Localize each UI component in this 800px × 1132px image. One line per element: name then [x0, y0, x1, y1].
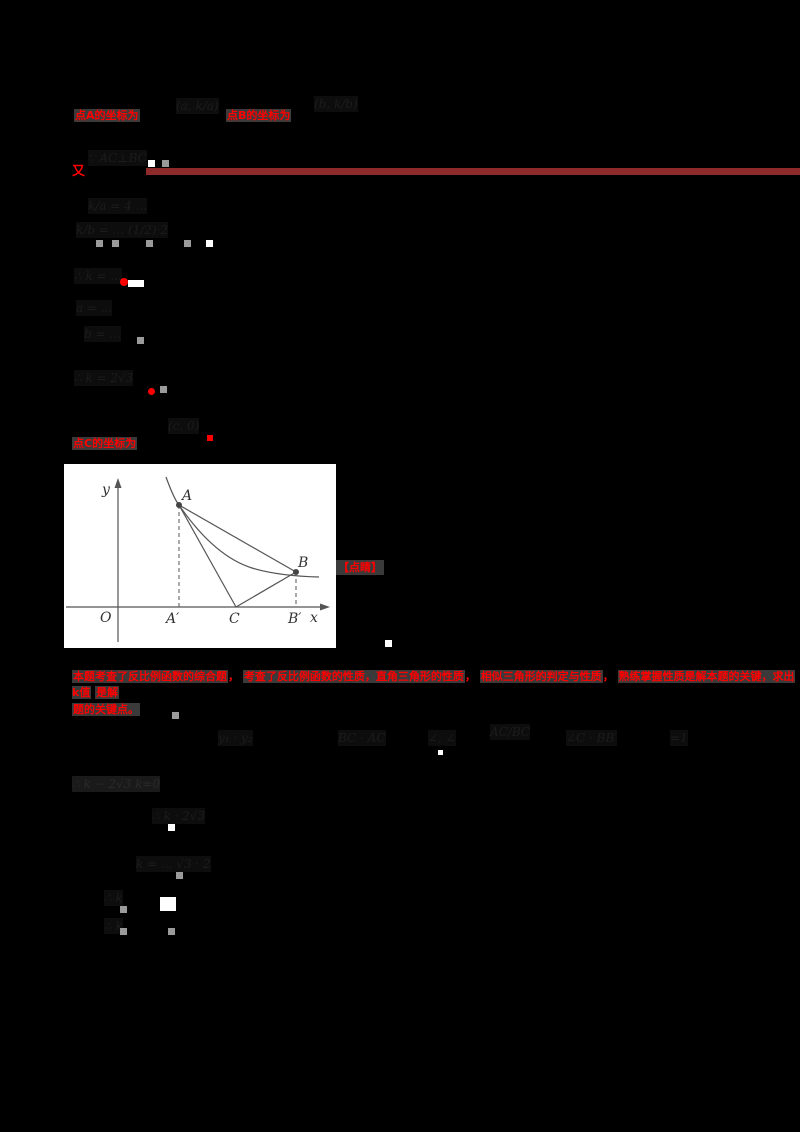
marker-square: [146, 240, 153, 247]
solve-line: ∴ k = ...: [74, 268, 122, 284]
point-c-coordinate-math: (c, 0): [168, 418, 200, 434]
marker-square: [176, 872, 183, 879]
marker-square: [184, 240, 191, 247]
coordinate-diagram: y x O A B A′ C B′: [66, 476, 330, 642]
marker-square: [168, 928, 175, 935]
conclusion-segment: 本题考查了反比例函数的综合题: [72, 670, 228, 683]
conclusion-line-1: 本题考查了反比例函数的综合题， 考查了反比例函数的性质，直角三角形的性质， 相似…: [72, 670, 795, 699]
marker-square: [137, 337, 144, 344]
conclusion-segment: 相似三角形的判定与性质: [479, 670, 603, 683]
marker-square: [206, 240, 213, 247]
equation-part: AC/BC: [490, 724, 531, 740]
proof-line-2: ∴ k · 2√3: [152, 808, 206, 824]
marker-square: [385, 640, 392, 647]
conclusion-segment: 考查了反比例函数的性质，直角三角形的性质: [242, 670, 465, 683]
point-b-label: B: [297, 555, 308, 571]
marker-square: [162, 160, 169, 167]
equation-part: y₁ · y₂: [218, 730, 253, 746]
header-line: 点A的坐标为: [74, 104, 140, 123]
frac-line-1: a = ...: [76, 300, 113, 316]
marker-square: [112, 240, 119, 247]
marker-square: [148, 160, 155, 167]
marker-square: [96, 240, 103, 247]
point-b-coordinate-label: 点B的坐标为: [226, 109, 292, 122]
point-a-prime-label: A′: [164, 611, 180, 627]
dianjing-label: 【点睛】: [336, 560, 384, 575]
equation-part: =1: [670, 730, 688, 746]
marker-square: [120, 906, 127, 913]
frac-line-2: b = ...: [84, 326, 121, 342]
section-divider: [146, 168, 800, 175]
system-line-1: k/a = 4 ...: [88, 198, 148, 214]
point-b-prime-label: B′: [287, 611, 302, 627]
marker-square: [120, 928, 127, 935]
point-a-coordinate-label: 点A的坐标为: [74, 109, 140, 122]
geometry-figure: y x O A B A′ C B′: [64, 464, 336, 648]
conclusion-segment: 题的关键点。: [72, 703, 140, 716]
red-dot: [207, 435, 213, 441]
proof-line-3: k = ... √3 · 2: [136, 856, 211, 872]
equation-part: ∠C · BB′: [566, 730, 618, 746]
point-c-coordinate-label: 点C的坐标为: [72, 437, 138, 450]
conclusion-line-2: 题的关键点。: [72, 702, 140, 718]
red-dot: [148, 388, 155, 395]
proof-line-1: ∴ k − 2√3 k=0: [72, 776, 161, 792]
point-b-coordinate-math: (b, k/b): [314, 96, 358, 112]
section-marker: 又: [72, 164, 86, 179]
point-a-coordinate-math: (a, k/a): [176, 98, 219, 114]
point-a-label: A: [180, 488, 192, 504]
marker-square: [168, 824, 175, 831]
marker-square: [172, 712, 179, 719]
marker-square: [160, 386, 167, 393]
marker-square: [438, 750, 443, 755]
proof-line-4: ∴ k: [104, 890, 123, 906]
y-axis-label: y: [101, 482, 111, 498]
section-math: ∵ AC⊥BC: [88, 150, 147, 166]
marker-square: [128, 280, 144, 287]
equation-part: BC · AC: [338, 730, 386, 746]
origin-label: O: [100, 610, 112, 626]
point-c-label: C: [229, 611, 240, 627]
marker-square: [160, 897, 176, 911]
result-line: ∴ k = 2√3: [74, 370, 134, 386]
red-dot: [120, 278, 128, 286]
proof-line-5: ∴ k: [104, 918, 123, 934]
conclusion-segment: 是解: [95, 686, 120, 699]
system-line-2: k/b = ... (1/2)·2: [76, 222, 169, 238]
equation-part: ∠, ∠: [428, 730, 456, 746]
x-axis-label: x: [310, 610, 318, 626]
